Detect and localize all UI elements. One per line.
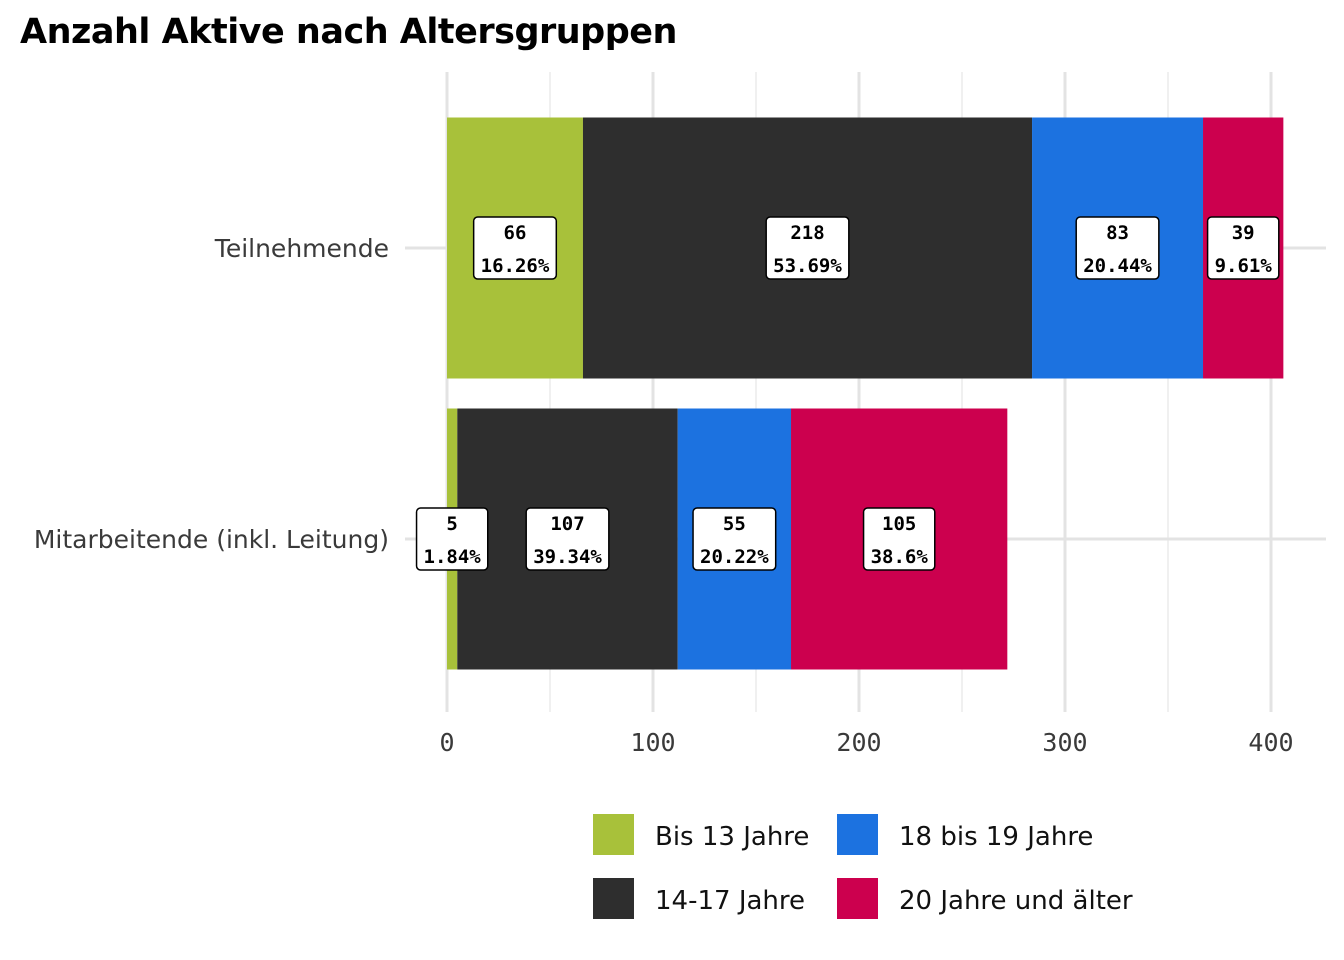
data-label-percent: 20.44%: [1083, 255, 1152, 277]
category-label-mitarbeitende-inkl-leitung: Mitarbeitende (inkl. Leitung): [34, 525, 389, 554]
data-label-teilnehmende-14-17-jahre: 218 53.69%: [765, 216, 850, 280]
data-label-mitarbeitende-inkl-leitung-18-bis-19-jahre: 55 20.22%: [692, 507, 777, 571]
data-label-value: 83: [1106, 222, 1129, 244]
data-label-percent: 53.69%: [773, 255, 842, 277]
data-label-teilnehmende-bis-13-jahre: 66 16.26%: [472, 216, 558, 280]
data-label-mitarbeitende-inkl-leitung-20-jahre-und-lter: 105 38.6%: [862, 507, 936, 571]
data-label-box: [415, 507, 489, 571]
data-label-percent: 16.26%: [481, 255, 550, 277]
data-label-box: [1075, 216, 1160, 280]
data-label-percent: 39.34%: [533, 546, 602, 568]
data-label-value: 55: [723, 513, 746, 535]
data-label-value: 5: [446, 513, 457, 535]
data-label-value: 66: [504, 222, 527, 244]
segment-labels: 66 16.26% 218 53.69% 83 20.44% 39 9.61% 5 1.84% 10…: [415, 216, 1280, 571]
x-tick-label: 200: [836, 728, 881, 757]
chart-title: Anzahl Aktive nach Altersgruppen: [20, 12, 677, 52]
legend-label: Bis 13 Jahre: [655, 822, 809, 852]
legend-label: 20 Jahre und älter: [899, 886, 1133, 916]
legend-swatch: [593, 878, 634, 919]
legend-swatch: [593, 814, 634, 855]
data-label-box: [692, 507, 777, 571]
x-tick-label: 0: [439, 728, 454, 757]
x-tick-label: 300: [1042, 728, 1087, 757]
legend-swatch: [837, 878, 878, 919]
axes: Teilnehmende Mitarbeitende (inkl. Leitung…: [34, 234, 1294, 757]
category-label-teilnehmende: Teilnehmende: [214, 234, 389, 263]
data-label-teilnehmende-20-jahre-und-lter: 39 9.61%: [1206, 216, 1280, 280]
data-label-value: 218: [790, 222, 824, 244]
data-label-mitarbeitende-inkl-leitung-bis-13-jahre: 5 1.84%: [415, 507, 489, 571]
bar-segments: [447, 117, 1284, 670]
legend-item-14-17-jahre: 14-17 Jahre: [593, 878, 805, 919]
data-label-box: [1206, 216, 1280, 280]
data-label-box: [472, 216, 558, 280]
data-label-box: [525, 507, 610, 571]
legend-label: 18 bis 19 Jahre: [899, 822, 1093, 852]
legend-item-18-bis-19-jahre: 18 bis 19 Jahre: [837, 814, 1093, 855]
legend-item-20-jahre-und-lter: 20 Jahre und älter: [837, 878, 1133, 919]
legend: Bis 13 Jahre 18 bis 19 Jahre 14-17 Jahre 20…: [593, 814, 1133, 919]
data-label-box: [765, 216, 850, 280]
data-label-percent: 1.84%: [424, 546, 482, 568]
data-label-percent: 9.61%: [1215, 255, 1273, 277]
data-label-value: 105: [882, 513, 916, 535]
x-tick-label: 100: [630, 728, 675, 757]
legend-swatch: [837, 814, 878, 855]
data-label-value: 107: [550, 513, 584, 535]
data-label-percent: 38.6%: [871, 546, 929, 568]
data-label-mitarbeitende-inkl-leitung-14-17-jahre: 107 39.34%: [525, 507, 610, 571]
data-label-teilnehmende-18-bis-19-jahre: 83 20.44%: [1075, 216, 1160, 280]
data-label-percent: 20.22%: [700, 546, 769, 568]
data-label-box: [862, 507, 936, 571]
legend-label: 14-17 Jahre: [655, 886, 805, 916]
data-label-value: 39: [1232, 222, 1255, 244]
legend-item-bis-13-jahre: Bis 13 Jahre: [593, 814, 809, 855]
x-tick-label: 400: [1248, 728, 1293, 757]
